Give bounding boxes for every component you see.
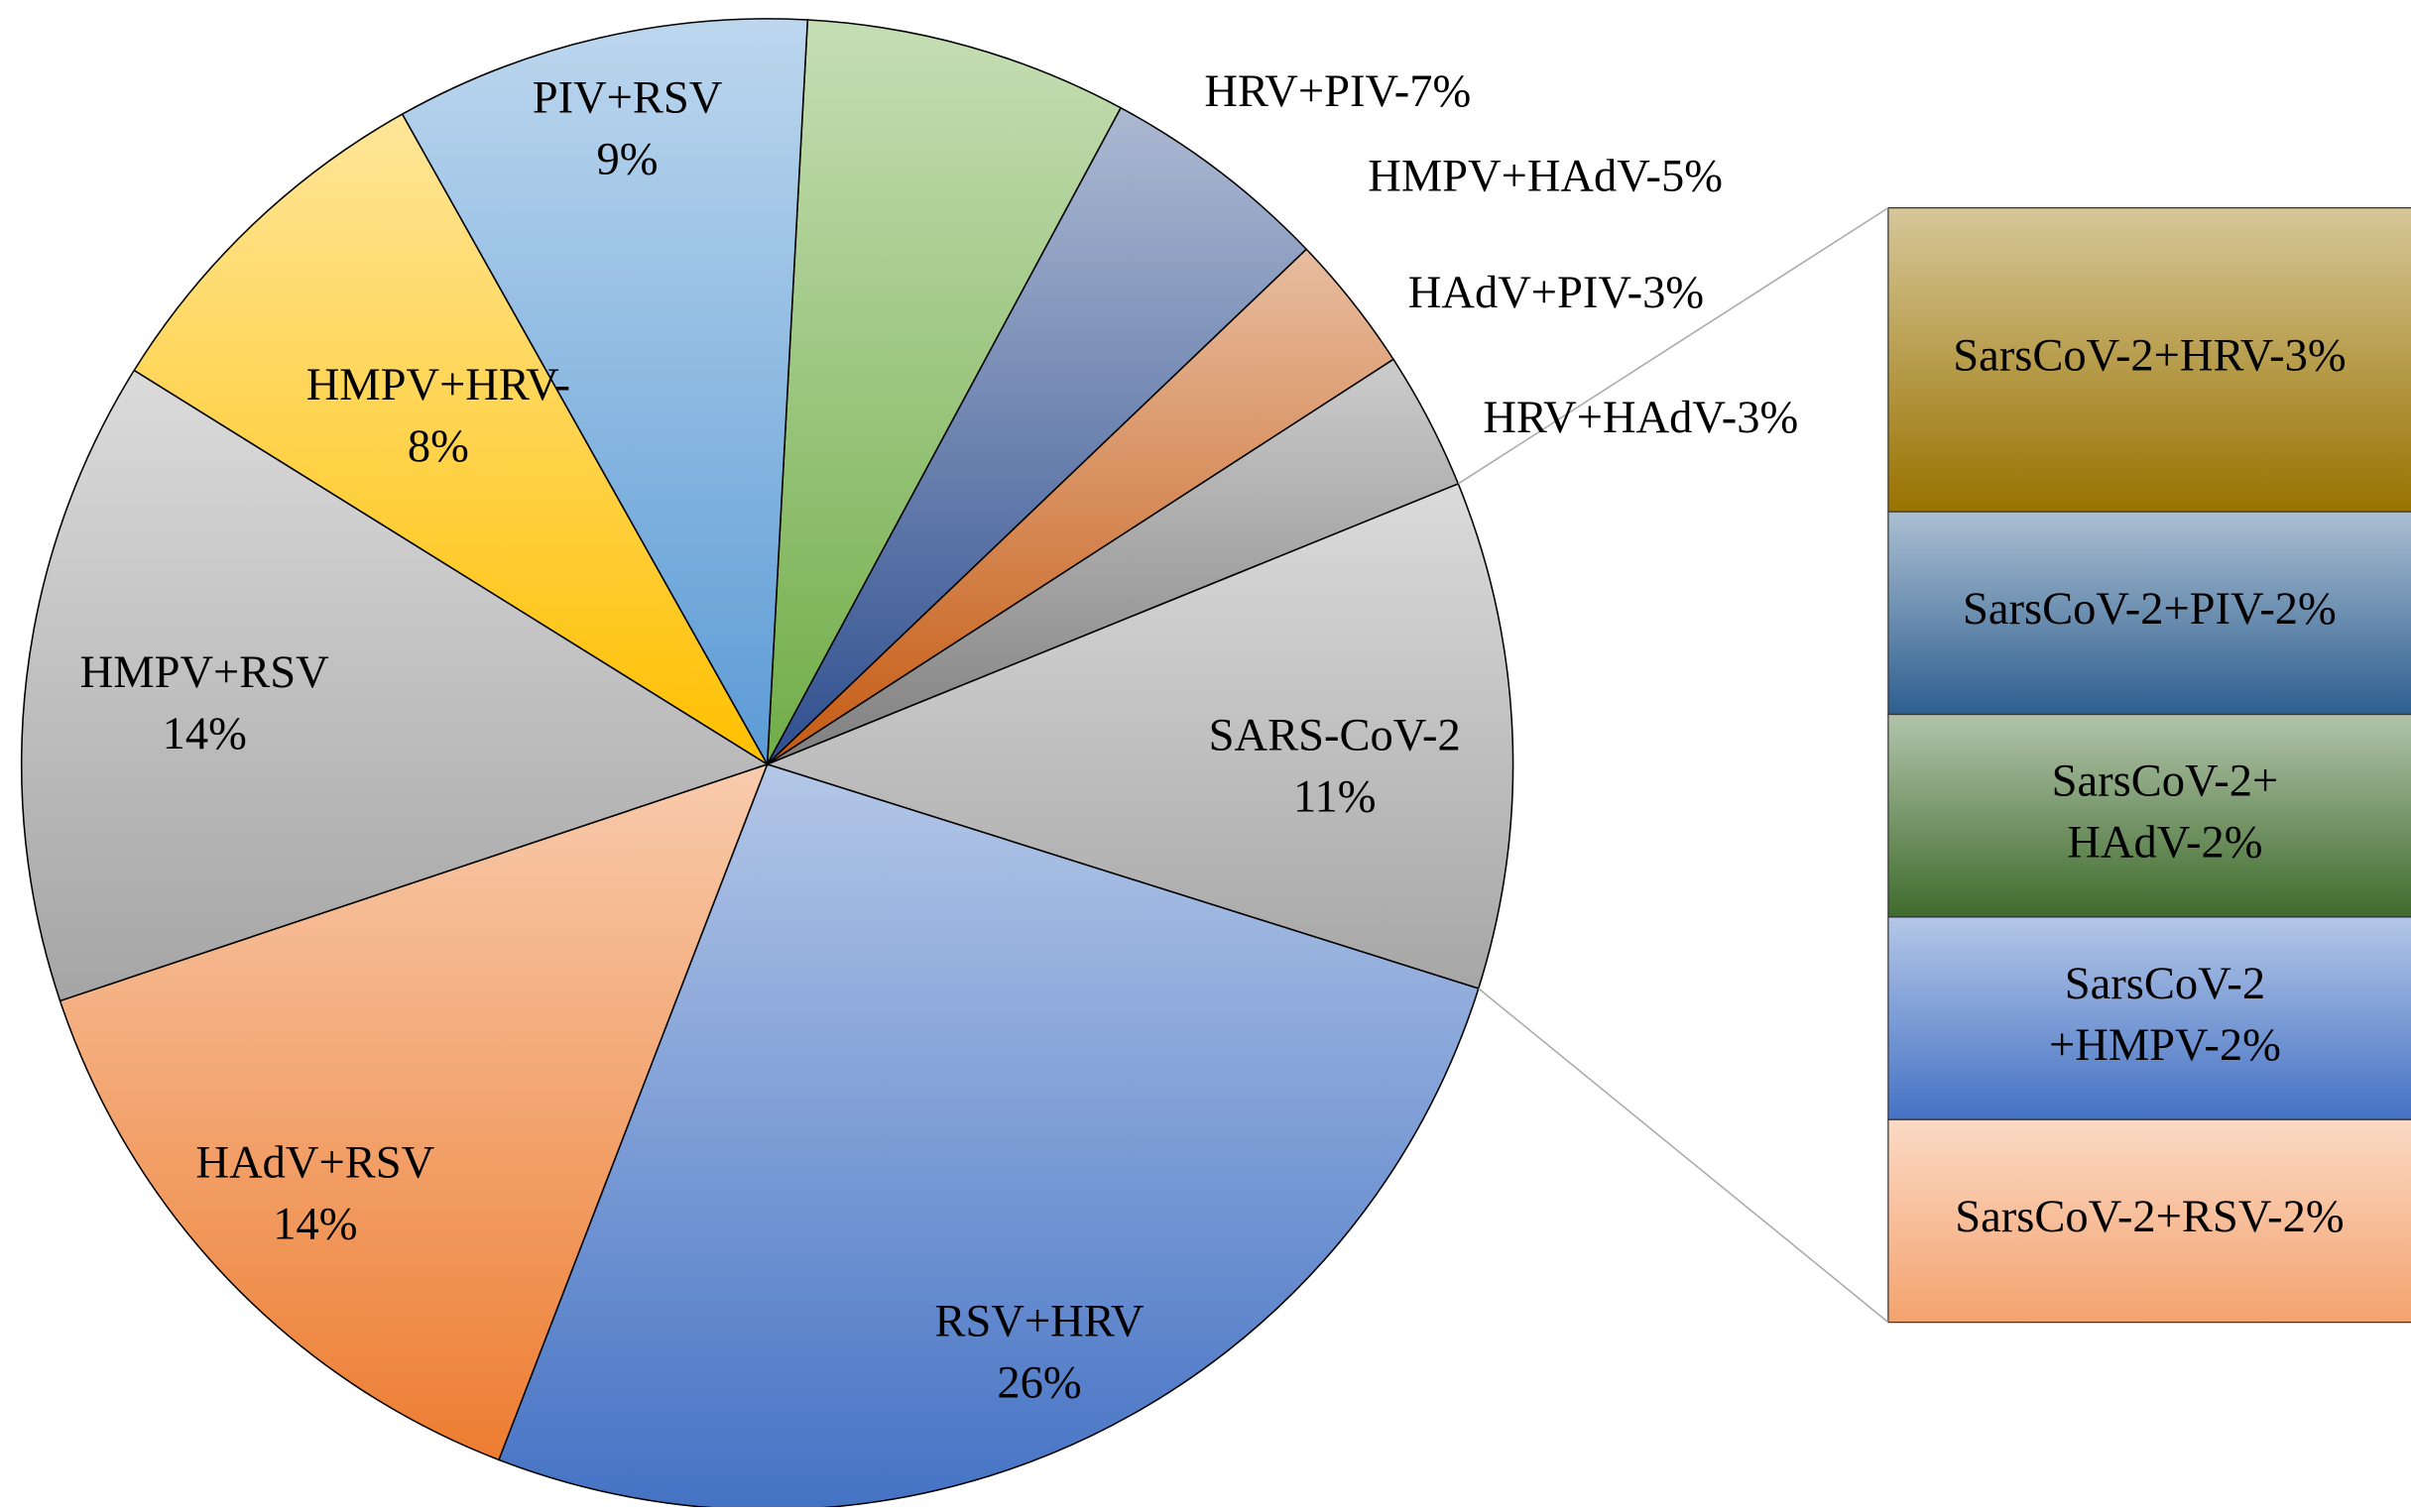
bar-segment [1887, 916, 2411, 1120]
slice-label: HMPV+RSV [80, 647, 329, 698]
bar-label: HAdV-2% [2067, 817, 2262, 868]
bar-segment [1887, 713, 2411, 918]
slice-label: HMPV+HAdV-5% [1368, 151, 1723, 201]
bar-label: SarsCoV-2+HRV-3% [1953, 331, 2346, 382]
pie-slice [133, 113, 769, 765]
pie-slice [497, 762, 1480, 1511]
bar-label: SarsCoV-2+PIV-2% [1963, 584, 2337, 635]
bar-label: SarsCoV-2+ [2052, 756, 2279, 806]
slice-value-label: 26% [997, 1357, 1081, 1408]
bar-segment [1887, 1118, 2411, 1324]
slice-label: RSV+HRV [934, 1296, 1145, 1346]
bar-label: SarsCoV-2+RSV-2% [1955, 1192, 2344, 1242]
connector-line [1478, 988, 1889, 1324]
slice-value-label: 14% [273, 1200, 357, 1250]
slice-label: HRV+HAdV-3% [1483, 393, 1798, 443]
slice-label: PIV+RSV [533, 72, 723, 123]
pie-slice [766, 19, 1123, 765]
bar-label: +HMPV-2% [2049, 1020, 2281, 1071]
slice-value-label: 8% [408, 421, 469, 472]
slice-label: HAdV+PIV-3% [1408, 268, 1704, 318]
slice-label: HAdV+RSV [195, 1138, 434, 1189]
slice-value-label: 11% [1293, 772, 1377, 823]
pie-slice [765, 482, 1514, 989]
pie-slice [20, 369, 770, 1002]
slice-value-label: 14% [163, 709, 247, 759]
connector-line [1457, 206, 1889, 485]
bar-label: SarsCoV-2 [2065, 959, 2265, 1009]
pie-slice [59, 762, 769, 1461]
slice-label: HMPV+HRV- [306, 360, 570, 410]
slice-label: HRV+PIV-7% [1204, 66, 1471, 117]
slice-label: SARS-CoV-2 [1209, 711, 1461, 761]
bar-segment [1887, 206, 2411, 513]
pie-slice [766, 106, 1308, 765]
pie-slice [401, 18, 809, 767]
slice-value-label: 9% [597, 134, 659, 184]
bar-segment [1887, 511, 2411, 716]
